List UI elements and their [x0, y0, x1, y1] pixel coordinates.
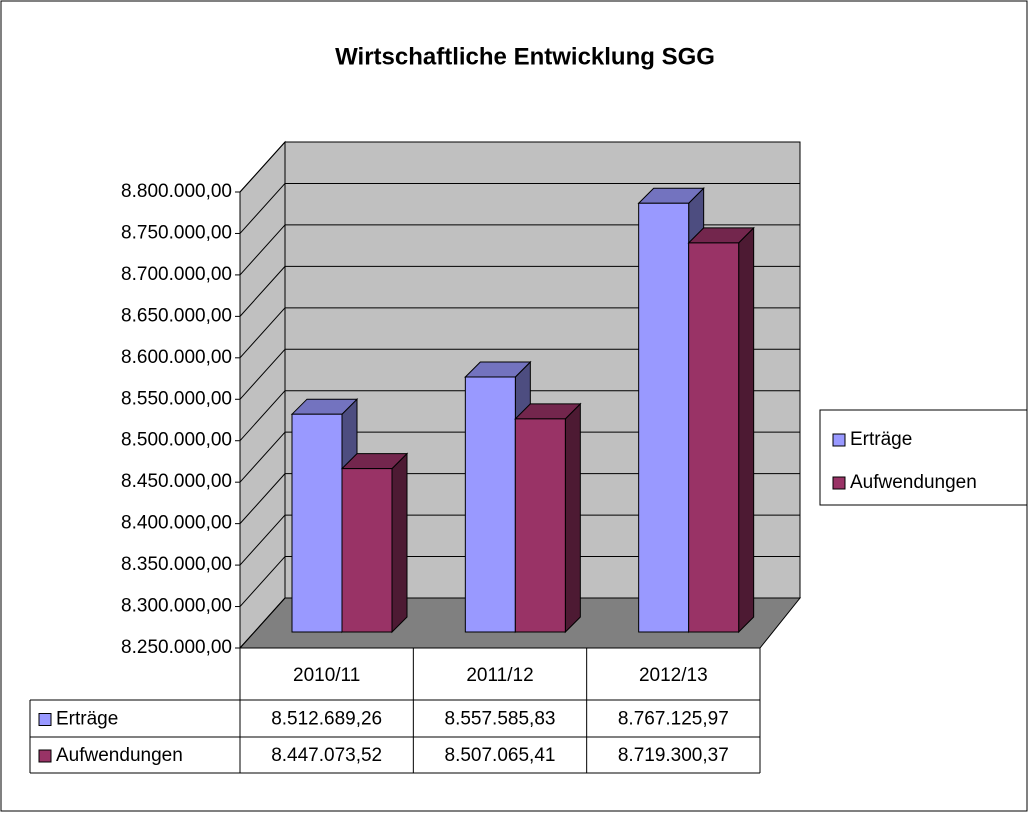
grid-line — [239, 224, 286, 276]
table-legend-key — [38, 713, 52, 726]
y-tick-label: 8.700.000,00 — [121, 264, 232, 285]
grid-line — [239, 431, 286, 483]
bar-side — [738, 226, 755, 634]
bar — [291, 413, 343, 633]
y-tick-label: 8.400.000,00 — [121, 513, 232, 534]
table-cell: 8.512.689,26 — [271, 709, 382, 730]
y-tick-label: 8.350.000,00 — [121, 554, 232, 575]
legend-label: Aufwendungen — [850, 472, 977, 493]
legend-box — [819, 409, 1028, 506]
grid-line — [239, 183, 286, 234]
bar-side — [564, 402, 581, 634]
table-cell: 8.507.065,41 — [445, 745, 556, 766]
grid-line — [239, 473, 286, 524]
y-tick-label: 8.750.000,00 — [121, 222, 232, 243]
grid-line — [239, 307, 286, 359]
y-tick-label: 8.800.000,00 — [121, 181, 232, 202]
table-row-label: Erträge — [56, 709, 118, 730]
legend-label: Erträge — [850, 429, 912, 450]
x-tick-label: 2011/12 — [466, 665, 533, 686]
y-tick-label: 8.600.000,00 — [121, 347, 232, 368]
y-tick-label: 8.300.000,00 — [121, 596, 232, 617]
chart-title: Wirtschaftliche Entwicklung SGG — [335, 43, 715, 70]
table-row-label: Aufwendungen — [56, 745, 183, 766]
y-tick-label: 8.250.000,00 — [121, 637, 232, 658]
y-tick-label: 8.650.000,00 — [121, 305, 232, 326]
bar — [341, 468, 393, 633]
table-cell: 8.557.585,83 — [445, 709, 556, 730]
bar — [638, 202, 690, 633]
x-tick-label: 2012/13 — [639, 665, 708, 686]
bar-side — [391, 452, 408, 634]
grid-line — [239, 514, 286, 566]
y-tick-label: 8.550.000,00 — [121, 388, 232, 409]
bar — [688, 242, 740, 633]
x-tick-label: 2010/11 — [293, 665, 360, 686]
table-cell: 8.447.073,52 — [271, 745, 382, 766]
table-cell: 8.767.125,97 — [618, 709, 729, 730]
bar — [464, 376, 516, 633]
grid-line — [239, 266, 286, 317]
y-tick-label: 8.500.000,00 — [121, 430, 232, 451]
table-legend-key — [38, 749, 52, 763]
grid-line — [239, 141, 286, 193]
grid-line — [239, 390, 286, 442]
grid-line — [239, 556, 286, 607]
legend-key — [832, 433, 846, 447]
side-wall — [239, 140, 286, 650]
grid-line — [239, 348, 286, 400]
bar — [514, 418, 566, 633]
legend-key — [832, 476, 846, 490]
grid-line — [239, 597, 286, 649]
table-cell: 8.719.300,37 — [618, 745, 729, 766]
y-tick-label: 8.450.000,00 — [121, 471, 232, 492]
